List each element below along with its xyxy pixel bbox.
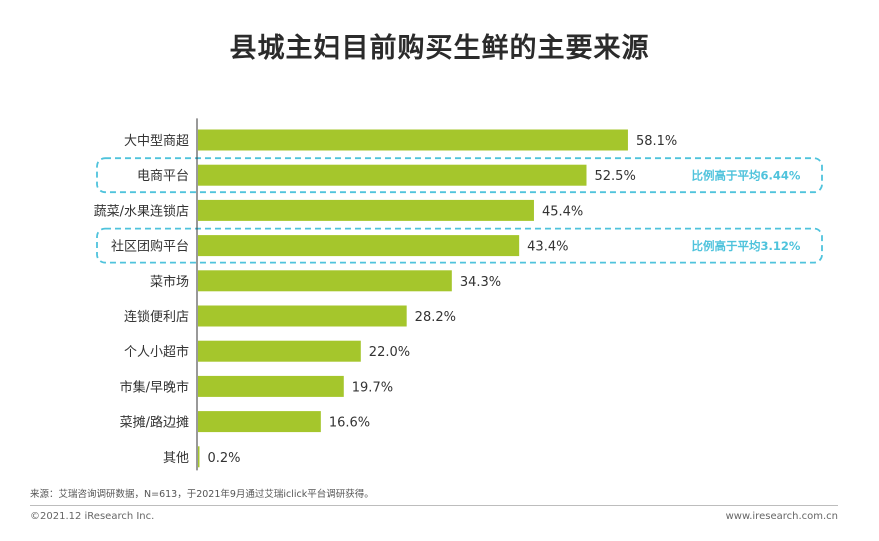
category-label: 个人小超市: [124, 344, 189, 360]
copyright: ©2021.12 iResearch Inc.: [30, 511, 155, 522]
bar: [198, 375, 344, 397]
category-label: 电商平台: [137, 169, 189, 184]
category-label: 社区团购平台: [111, 239, 189, 255]
category-label: 其他: [163, 451, 189, 466]
category-label: 市集/早晚市: [120, 379, 189, 395]
value-label: 34.3%: [460, 275, 501, 290]
bar: [198, 340, 361, 362]
website-link[interactable]: www.iresearch.com.cn: [725, 511, 838, 522]
category-label: 菜市场: [150, 274, 189, 290]
value-label: 0.2%: [207, 451, 240, 466]
bar: [198, 164, 587, 186]
highlight-annotation-1: 比例高于平均3.12%: [692, 239, 801, 253]
bar: [198, 270, 452, 292]
value-label: 45.4%: [542, 204, 583, 219]
source-note: 来源：艾瑞咨询调研数据，N=613，于2021年9月通过艾瑞iclick平台调研…: [30, 489, 374, 500]
bar: [198, 235, 520, 257]
value-label: 28.2%: [415, 310, 456, 325]
category-label: 菜摊/路边摊: [120, 415, 189, 431]
value-label: 43.4%: [527, 240, 568, 255]
category-label: 连锁便利店: [124, 309, 189, 325]
bar: [198, 411, 321, 433]
value-label: 58.1%: [636, 134, 677, 149]
bar: [198, 129, 628, 151]
category-label: 大中型商超: [124, 134, 189, 149]
highlight-box-1: [96, 227, 823, 264]
value-label: 19.7%: [352, 380, 393, 395]
footer-divider: [30, 505, 838, 506]
highlight-box-0: [96, 157, 823, 194]
value-label: 22.0%: [369, 345, 410, 360]
category-label: 蔬菜/水果连锁店: [94, 203, 189, 219]
value-label: 16.6%: [329, 416, 370, 431]
value-label: 52.5%: [595, 169, 636, 184]
chart-title: 县城主妇目前购买生鲜的主要来源: [229, 33, 650, 64]
bar: [198, 305, 407, 327]
highlight-annotation-0: 比例高于平均6.44%: [692, 169, 801, 183]
bar: [198, 199, 534, 221]
bar: [198, 446, 200, 468]
